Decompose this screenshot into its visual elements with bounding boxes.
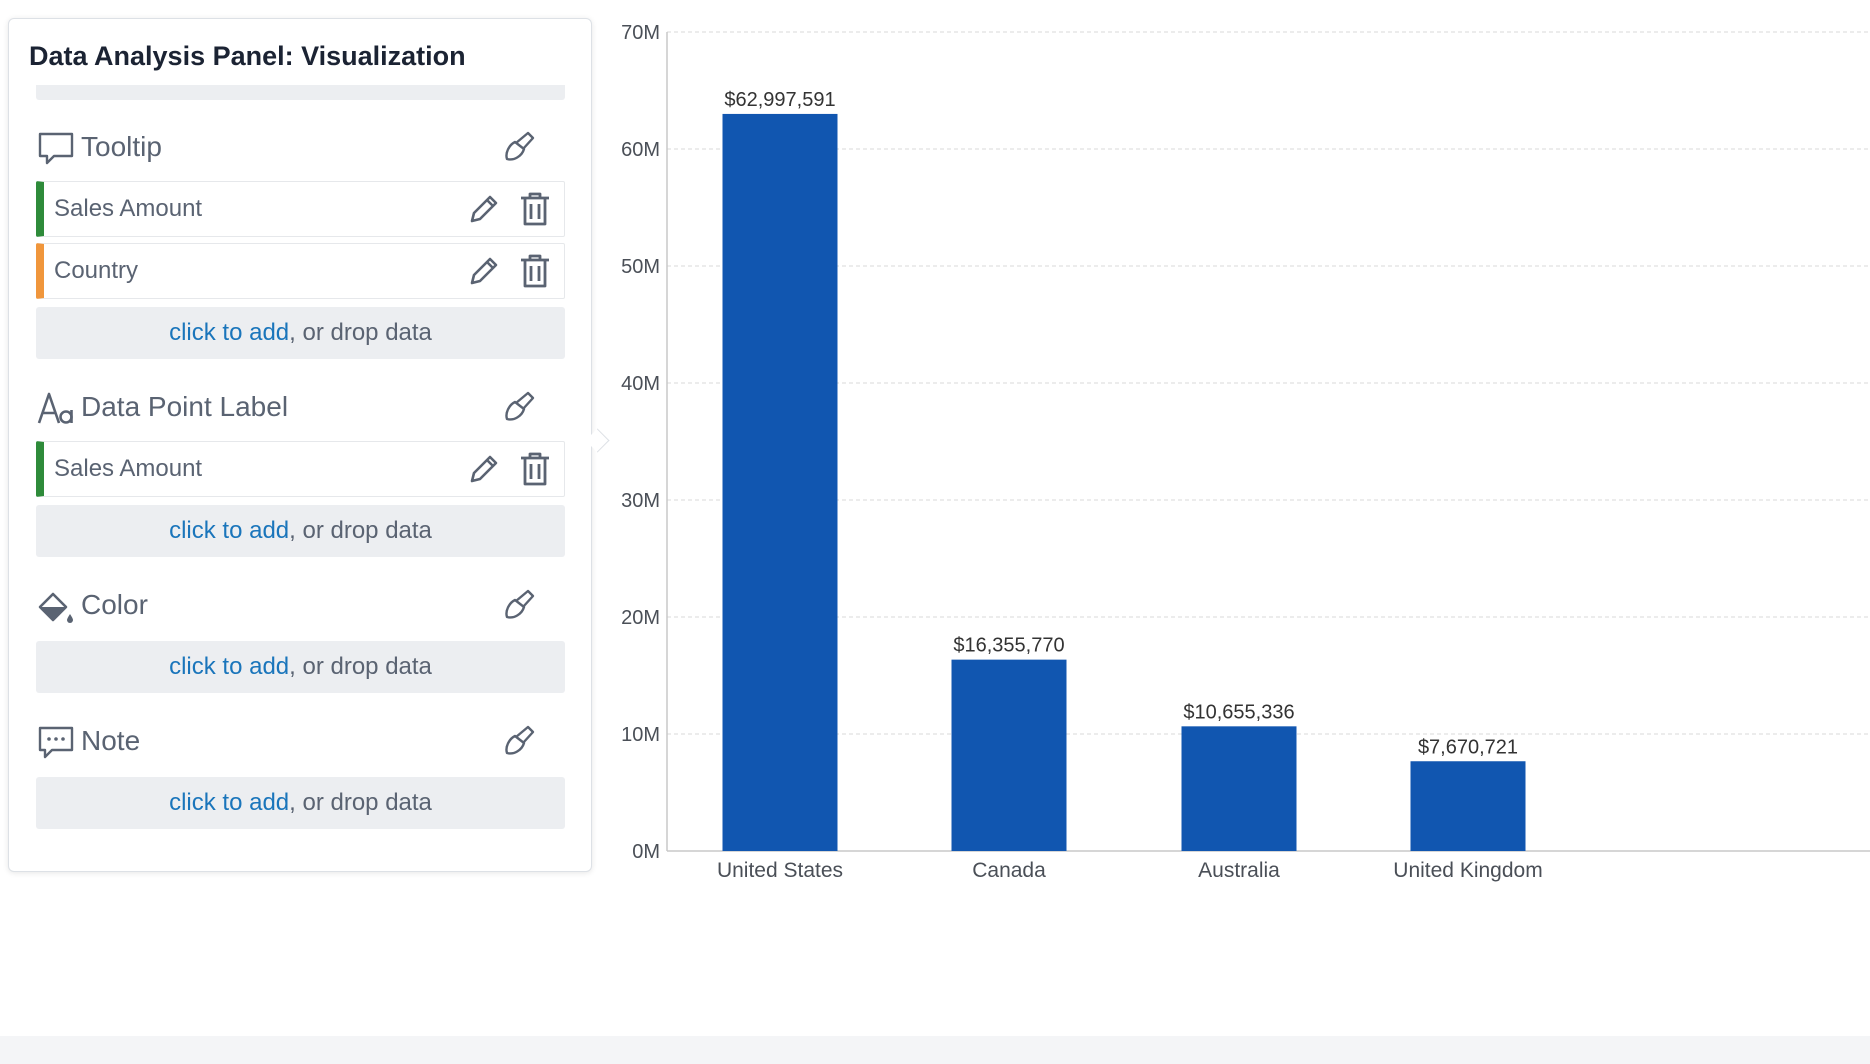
add-link[interactable]: click to add: [169, 789, 290, 816]
drop-hint: , or drop data: [289, 517, 432, 544]
data-label: $62,997,591: [724, 89, 835, 111]
section-title-tooltip: Tooltip: [81, 131, 162, 162]
delete-trash-icon[interactable]: [518, 253, 552, 289]
bar: [1181, 726, 1297, 851]
tooltip-field-sales-amount[interactable]: Sales Amount: [36, 181, 565, 237]
y-tick-label: 40M: [621, 373, 660, 395]
data-analysis-panel: Data Analysis Panel: Visualization Toolt…: [8, 18, 592, 872]
y-tick-label: 0M: [632, 841, 660, 863]
edit-pencil-icon[interactable]: [467, 192, 501, 226]
add-link[interactable]: click to add: [169, 653, 290, 680]
field-label: Sales Amount: [54, 195, 203, 222]
data-label: $7,670,721: [1418, 736, 1518, 758]
color-drop-zone[interactable]: click to add, or drop data: [36, 641, 565, 693]
add-link[interactable]: click to add: [169, 319, 290, 346]
data-point-label-drop-zone[interactable]: click to add, or drop data: [36, 505, 565, 557]
field-label: Sales Amount: [54, 455, 203, 482]
scrolled-drop-zone[interactable]: [36, 85, 565, 100]
y-tick-label: 20M: [621, 607, 660, 629]
bar: [722, 113, 838, 852]
data-label: $10,655,336: [1183, 701, 1294, 723]
note-style-brush-icon[interactable]: [499, 723, 537, 761]
panel-title: Data Analysis Panel: Visualization: [29, 41, 466, 71]
add-link[interactable]: click to add: [169, 517, 290, 544]
tooltip-field-country[interactable]: Country: [36, 243, 565, 299]
drop-hint: , or drop data: [289, 653, 432, 680]
tooltip-style-brush-icon[interactable]: [499, 129, 537, 167]
drop-hint: , or drop data: [289, 789, 432, 816]
field-label: Country: [54, 257, 139, 284]
section-title-color: Color: [81, 589, 148, 620]
note-drop-zone[interactable]: click to add, or drop data: [36, 777, 565, 829]
delete-trash-icon[interactable]: [518, 191, 552, 227]
x-tick-label: United States: [717, 859, 843, 882]
note-icon: [38, 726, 74, 759]
bar: [1410, 761, 1526, 851]
sales-by-country-bar-chart: 0M 10M 20M 30M 40M 50M 60M 70M $62,997,591 United…: [621, 22, 1870, 882]
x-tick-label: Canada: [972, 859, 1046, 882]
bottom-strip: [0, 1036, 1870, 1064]
drop-hint: , or drop data: [289, 319, 432, 346]
y-tick-label: 10M: [621, 724, 660, 746]
section-title-note: Note: [81, 725, 141, 756]
x-tick-label: Australia: [1198, 859, 1280, 882]
data-label: $16,355,770: [953, 635, 1064, 657]
edit-pencil-icon[interactable]: [467, 452, 501, 486]
delete-trash-icon[interactable]: [518, 451, 552, 487]
tooltip-drop-zone[interactable]: click to add, or drop data: [36, 307, 565, 359]
y-tick-label: 60M: [621, 139, 660, 161]
y-tick-label: 50M: [621, 256, 660, 278]
data-point-label-field-sales-amount[interactable]: Sales Amount: [36, 441, 565, 497]
paint-bucket-icon: [38, 592, 73, 623]
color-style-brush-icon[interactable]: [499, 587, 537, 625]
y-tick-label: 30M: [621, 490, 660, 512]
bar: [951, 659, 1067, 851]
x-tick-label: United Kingdom: [1393, 859, 1542, 882]
text-style-icon: [37, 392, 73, 424]
tooltip-icon: [38, 132, 74, 165]
section-title-data-point-label: Data Point Label: [81, 391, 289, 422]
edit-pencil-icon[interactable]: [467, 254, 501, 288]
y-tick-label: 70M: [621, 22, 660, 44]
data-point-label-style-brush-icon[interactable]: [499, 389, 537, 427]
